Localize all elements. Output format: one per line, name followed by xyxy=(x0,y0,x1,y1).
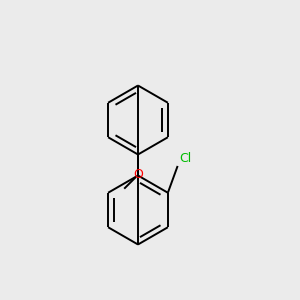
Text: Cl: Cl xyxy=(179,152,191,165)
Text: O: O xyxy=(133,168,143,182)
